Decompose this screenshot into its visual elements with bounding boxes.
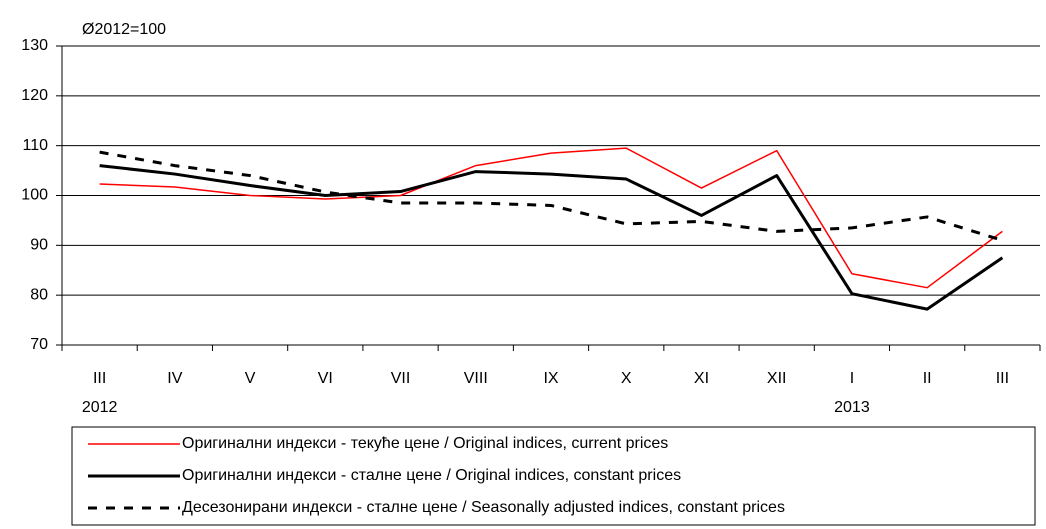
- legend-label: Оригинални индекси - сталне цене / Origi…: [182, 467, 681, 484]
- y-tick-label: 120: [21, 87, 48, 104]
- series-line: [99, 164, 1004, 311]
- x-tick-label: I: [850, 370, 854, 387]
- y-tick-label: 70: [30, 336, 48, 353]
- legend-box: [71, 426, 1036, 526]
- x-tick-label: IV: [167, 370, 182, 387]
- series-line: [99, 147, 1003, 289]
- x-tick-label: IX: [543, 370, 558, 387]
- y-tick-label: 110: [22, 137, 48, 154]
- y-tick-label: 90: [30, 237, 48, 254]
- series-line: [99, 150, 1003, 242]
- x-tick-label: VI: [318, 370, 333, 387]
- x-tick-label: X: [621, 370, 632, 387]
- year-label: 2013: [834, 399, 870, 416]
- x-tick-label: III: [996, 370, 1009, 387]
- x-tick-label: XI: [694, 370, 709, 387]
- y-tick-label: 100: [21, 187, 48, 204]
- x-tick-label: III: [93, 370, 106, 387]
- legend-label: Оригинални индекси - текуће цене / Origi…: [182, 435, 668, 452]
- x-tick-label: VIII: [464, 370, 488, 387]
- y-tick-label: 130: [21, 37, 48, 54]
- legend-label: Десезонирани индекси - сталне цене / Sea…: [182, 499, 785, 516]
- x-tick-label: XII: [767, 370, 787, 387]
- x-tick-label: VII: [391, 370, 411, 387]
- x-tick-label: V: [245, 370, 256, 387]
- annotation: Ø2012=100: [82, 21, 166, 38]
- x-tick-label: II: [923, 370, 932, 387]
- year-label: 2012: [82, 399, 118, 416]
- y-tick-label: 80: [30, 286, 48, 303]
